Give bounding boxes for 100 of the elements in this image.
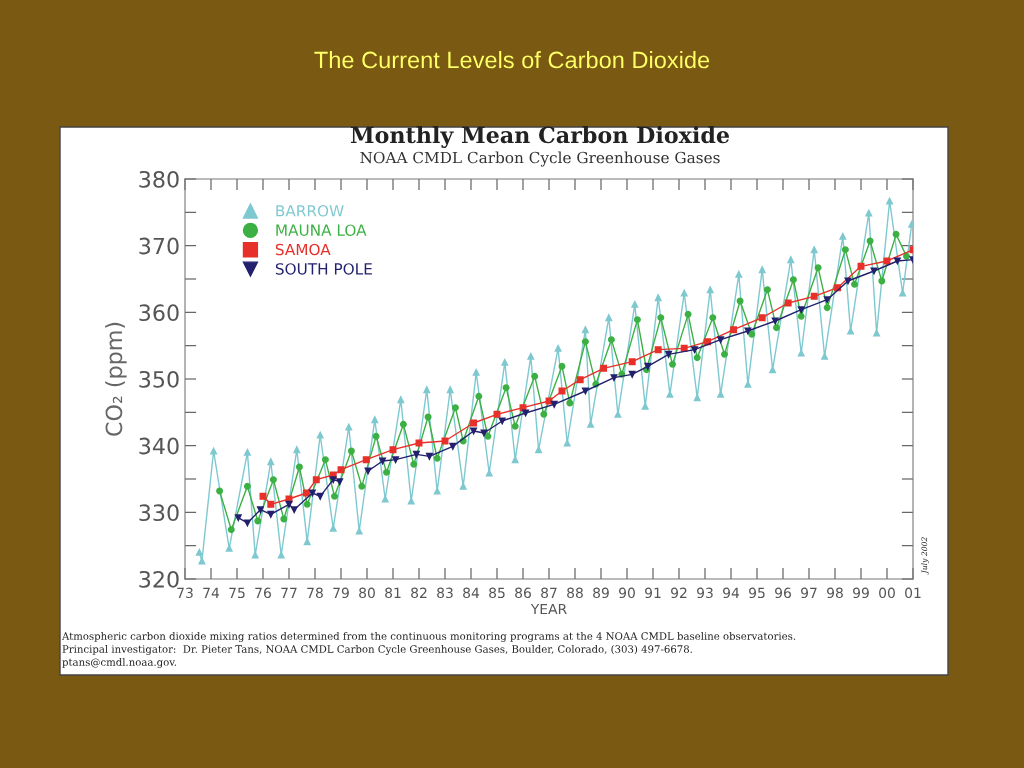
point bbox=[216, 487, 224, 495]
point bbox=[717, 336, 725, 344]
point bbox=[841, 246, 849, 254]
point bbox=[628, 358, 636, 366]
point bbox=[243, 448, 251, 456]
point bbox=[285, 500, 293, 508]
point bbox=[810, 246, 818, 254]
text: Principal investigator: Dr. Pieter Tans, NOAA CMDL Carbon Cycle Greenhouse Gases, Boulder, Colorado, (303) 497-6678. bbox=[62, 645, 692, 655]
x-tick-label: 82 bbox=[411, 587, 427, 599]
point bbox=[303, 538, 311, 546]
point bbox=[336, 478, 344, 486]
point bbox=[797, 349, 805, 357]
point bbox=[641, 402, 649, 410]
point bbox=[769, 366, 777, 374]
x-tick-label: 99 bbox=[853, 587, 869, 599]
point bbox=[899, 289, 907, 297]
point bbox=[347, 447, 355, 455]
point bbox=[451, 404, 459, 412]
point bbox=[784, 299, 792, 307]
legend-label: SAMOA bbox=[275, 243, 331, 256]
point bbox=[839, 232, 847, 240]
x-tick-label: 01 bbox=[905, 587, 921, 599]
legend-label: MAUNA LOA bbox=[276, 224, 367, 236]
point bbox=[412, 450, 420, 458]
point bbox=[787, 256, 795, 264]
point bbox=[243, 519, 251, 527]
x-tick-label: 89 bbox=[593, 587, 609, 599]
point bbox=[267, 500, 275, 508]
point bbox=[878, 277, 886, 285]
point bbox=[665, 350, 673, 358]
point bbox=[355, 527, 363, 535]
point bbox=[763, 286, 771, 294]
y-tick-label: 350 bbox=[139, 370, 179, 388]
x-tick-label: 73 bbox=[177, 587, 193, 599]
point bbox=[234, 514, 242, 522]
point bbox=[531, 372, 539, 380]
point bbox=[312, 476, 320, 484]
point bbox=[511, 456, 519, 464]
point bbox=[736, 297, 744, 305]
legend-label: SOUTH POLE bbox=[275, 263, 372, 275]
point bbox=[886, 197, 894, 205]
y-tick-label: 360 bbox=[139, 304, 179, 322]
point bbox=[810, 292, 818, 300]
text: ptans@cmdl.noaa.gov. bbox=[62, 658, 177, 668]
point bbox=[459, 482, 467, 490]
point bbox=[502, 384, 510, 392]
point bbox=[823, 296, 831, 304]
point bbox=[684, 310, 692, 318]
x-tick-label: 88 bbox=[567, 587, 583, 599]
point bbox=[362, 456, 370, 464]
point bbox=[735, 270, 743, 278]
x-tick-label: 77 bbox=[281, 587, 297, 598]
point bbox=[657, 314, 665, 322]
point bbox=[581, 387, 589, 395]
x-tick-label: 74 bbox=[203, 587, 220, 598]
point bbox=[744, 327, 752, 335]
point bbox=[851, 280, 858, 288]
point bbox=[470, 419, 478, 427]
point bbox=[446, 386, 454, 394]
point bbox=[372, 432, 380, 440]
point bbox=[693, 354, 701, 362]
point bbox=[425, 452, 433, 460]
x-tick-label: 86 bbox=[515, 587, 531, 599]
point bbox=[277, 551, 285, 559]
point bbox=[449, 442, 457, 450]
point bbox=[383, 468, 390, 476]
point bbox=[654, 346, 662, 354]
x-tick-label: 98 bbox=[827, 587, 843, 599]
x-tick-label: 76 bbox=[255, 587, 271, 599]
point bbox=[392, 456, 400, 464]
point bbox=[758, 266, 766, 274]
point bbox=[576, 376, 584, 384]
point bbox=[433, 454, 441, 462]
x-tick-label: 75 bbox=[229, 587, 245, 599]
x-tick-label: 94 bbox=[723, 587, 740, 599]
point bbox=[865, 209, 873, 217]
point bbox=[472, 368, 480, 376]
point bbox=[758, 314, 766, 322]
point bbox=[628, 370, 636, 378]
point bbox=[633, 316, 641, 324]
point bbox=[280, 515, 288, 523]
y-tick-label: 320 bbox=[139, 570, 179, 588]
point bbox=[269, 476, 277, 484]
point bbox=[259, 492, 267, 500]
point bbox=[717, 390, 725, 398]
y-tick-label: 330 bbox=[139, 504, 179, 522]
point bbox=[484, 432, 492, 440]
point bbox=[379, 457, 387, 465]
point bbox=[789, 276, 797, 284]
text: NOAA CMDL Carbon Cycle Greenhouse Gases bbox=[360, 151, 720, 167]
x-tick-label: 91 bbox=[645, 587, 661, 599]
point bbox=[535, 446, 543, 454]
point bbox=[797, 312, 805, 320]
point bbox=[345, 423, 353, 431]
point bbox=[821, 352, 829, 360]
text: Atmospheric carbon dioxide mixing ratios determined from the continuous monitoring programs at the 4 NOAA CMDL baseline observatories. bbox=[61, 632, 796, 642]
point bbox=[331, 492, 338, 500]
point bbox=[321, 456, 329, 464]
point bbox=[329, 476, 337, 484]
x-tick-label: 81 bbox=[385, 587, 401, 599]
